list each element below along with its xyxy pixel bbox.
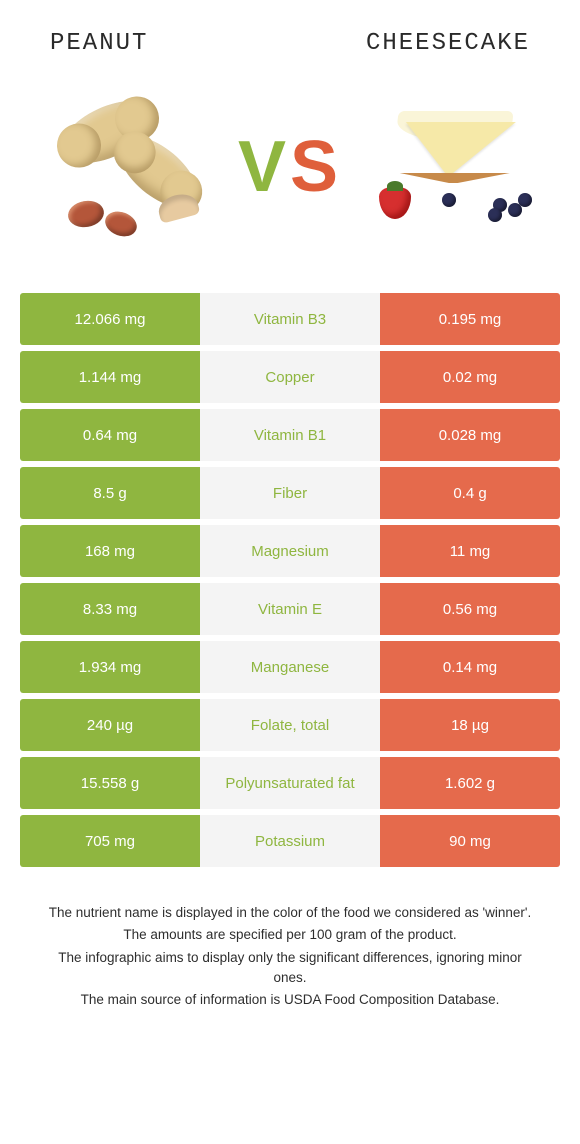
left-value-cell: 8.33 mg xyxy=(20,583,200,635)
table-row: 240 µgFolate, total18 µg xyxy=(20,699,560,751)
table-row: 15.558 gPolyunsaturated fat1.602 g xyxy=(20,757,560,809)
vs-v: V xyxy=(238,127,290,207)
left-value-cell: 705 mg xyxy=(20,815,200,867)
right-value-cell: 0.14 mg xyxy=(380,641,560,693)
right-value-cell: 0.195 mg xyxy=(380,293,560,345)
vs-label: VS xyxy=(238,131,342,203)
right-value-cell: 0.4 g xyxy=(380,467,560,519)
right-value-cell: 90 mg xyxy=(380,815,560,867)
nutrient-name-cell: Fiber xyxy=(200,467,380,519)
nutrient-name-cell: Manganese xyxy=(200,641,380,693)
left-value-cell: 15.558 g xyxy=(20,757,200,809)
nutrient-name-cell: Copper xyxy=(200,351,380,403)
left-value-cell: 240 µg xyxy=(20,699,200,751)
peanut-image xyxy=(43,87,213,247)
right-food-title: Cheesecake xyxy=(366,30,530,57)
vs-s: S xyxy=(290,127,342,207)
nutrient-name-cell: Potassium xyxy=(200,815,380,867)
left-value-cell: 168 mg xyxy=(20,525,200,577)
right-value-cell: 11 mg xyxy=(380,525,560,577)
left-value-cell: 0.64 mg xyxy=(20,409,200,461)
right-value-cell: 0.02 mg xyxy=(380,351,560,403)
table-row: 705 mgPotassium90 mg xyxy=(20,815,560,867)
table-row: 8.33 mgVitamin E0.56 mg xyxy=(20,583,560,635)
right-value-cell: 1.602 g xyxy=(380,757,560,809)
left-food-title: Peanut xyxy=(50,30,148,57)
table-row: 1.934 mgManganese0.14 mg xyxy=(20,641,560,693)
footnote-line: The main source of information is USDA F… xyxy=(40,990,540,1010)
right-value-cell: 18 µg xyxy=(380,699,560,751)
left-value-cell: 12.066 mg xyxy=(20,293,200,345)
table-row: 1.144 mgCopper0.02 mg xyxy=(20,351,560,403)
footnote-line: The nutrient name is displayed in the co… xyxy=(40,903,540,923)
nutrient-name-cell: Vitamin E xyxy=(200,583,380,635)
table-row: 168 mgMagnesium11 mg xyxy=(20,525,560,577)
header-row: Peanut Cheesecake xyxy=(20,20,560,87)
table-row: 8.5 gFiber0.4 g xyxy=(20,467,560,519)
nutrient-name-cell: Folate, total xyxy=(200,699,380,751)
table-row: 12.066 mgVitamin B30.195 mg xyxy=(20,293,560,345)
cheesecake-image xyxy=(367,87,537,247)
nutrient-name-cell: Vitamin B3 xyxy=(200,293,380,345)
nutrient-name-cell: Vitamin B1 xyxy=(200,409,380,461)
left-value-cell: 1.934 mg xyxy=(20,641,200,693)
imagery-row: VS xyxy=(20,87,560,287)
footnote-line: The infographic aims to display only the… xyxy=(40,948,540,989)
nutrient-table: 12.066 mgVitamin B30.195 mg 1.144 mgCoppe… xyxy=(20,287,560,873)
nutrient-name-cell: Polyunsaturated fat xyxy=(200,757,380,809)
left-value-cell: 1.144 mg xyxy=(20,351,200,403)
nutrient-name-cell: Magnesium xyxy=(200,525,380,577)
right-value-cell: 0.028 mg xyxy=(380,409,560,461)
table-row: 0.64 mgVitamin B10.028 mg xyxy=(20,409,560,461)
footnotes: The nutrient name is displayed in the co… xyxy=(20,873,560,1010)
right-value-cell: 0.56 mg xyxy=(380,583,560,635)
left-value-cell: 8.5 g xyxy=(20,467,200,519)
footnote-line: The amounts are specified per 100 gram o… xyxy=(40,925,540,945)
